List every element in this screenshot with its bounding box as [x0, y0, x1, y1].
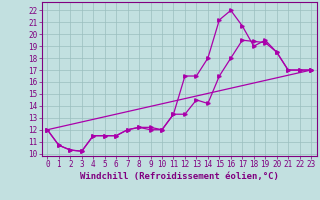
X-axis label: Windchill (Refroidissement éolien,°C): Windchill (Refroidissement éolien,°C) — [80, 172, 279, 181]
